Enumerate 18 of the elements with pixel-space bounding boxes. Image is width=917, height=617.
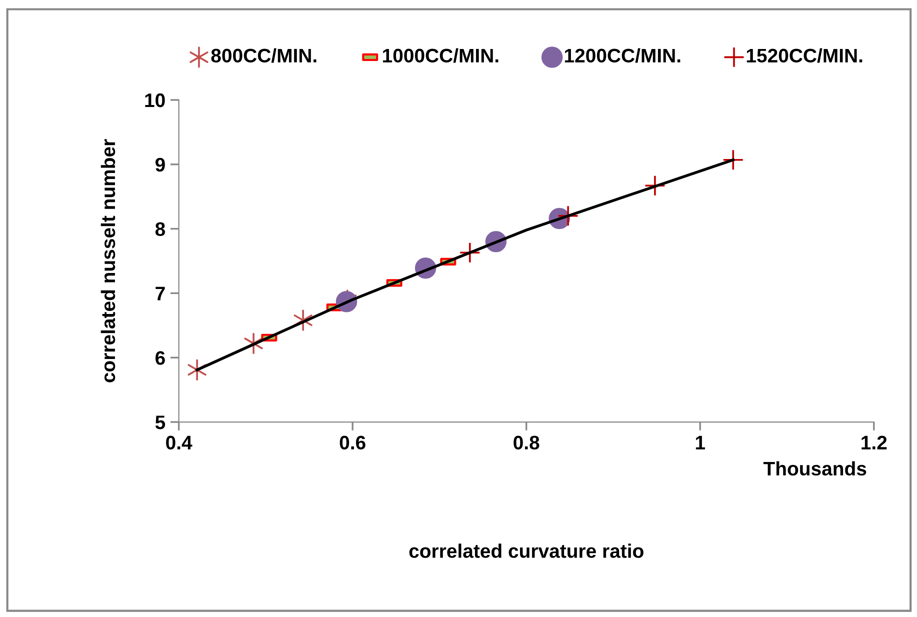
legend-label: 800CC/MIN. bbox=[211, 48, 316, 63]
legend-label: 1520CC/MIN. bbox=[746, 48, 862, 63]
x-axis-title: correlated curvature ratio bbox=[409, 544, 644, 558]
y-axis-title: correlated nusselt number bbox=[100, 139, 116, 382]
x-tick-label: 1.2 bbox=[862, 436, 887, 450]
y-tick-label: 9 bbox=[155, 158, 165, 172]
y-tick-label: 5 bbox=[155, 416, 166, 430]
x-tick-label: 0.4 bbox=[166, 436, 192, 450]
y-tick-label: 7 bbox=[156, 286, 165, 300]
y-tick-label: 8 bbox=[155, 222, 166, 236]
y-tick-label: 10 bbox=[145, 93, 165, 108]
text: Thousands bbox=[763, 461, 866, 476]
x-tick-label: 0.6 bbox=[340, 436, 366, 450]
legend-label: 1000CC/MIN. bbox=[383, 48, 498, 63]
y-tick-label: 6 bbox=[156, 351, 165, 365]
x-tick-label: 1 bbox=[696, 436, 705, 450]
x-tick-label: 0.8 bbox=[514, 436, 540, 450]
legend-label: 1200CC/MIN. bbox=[564, 48, 680, 63]
